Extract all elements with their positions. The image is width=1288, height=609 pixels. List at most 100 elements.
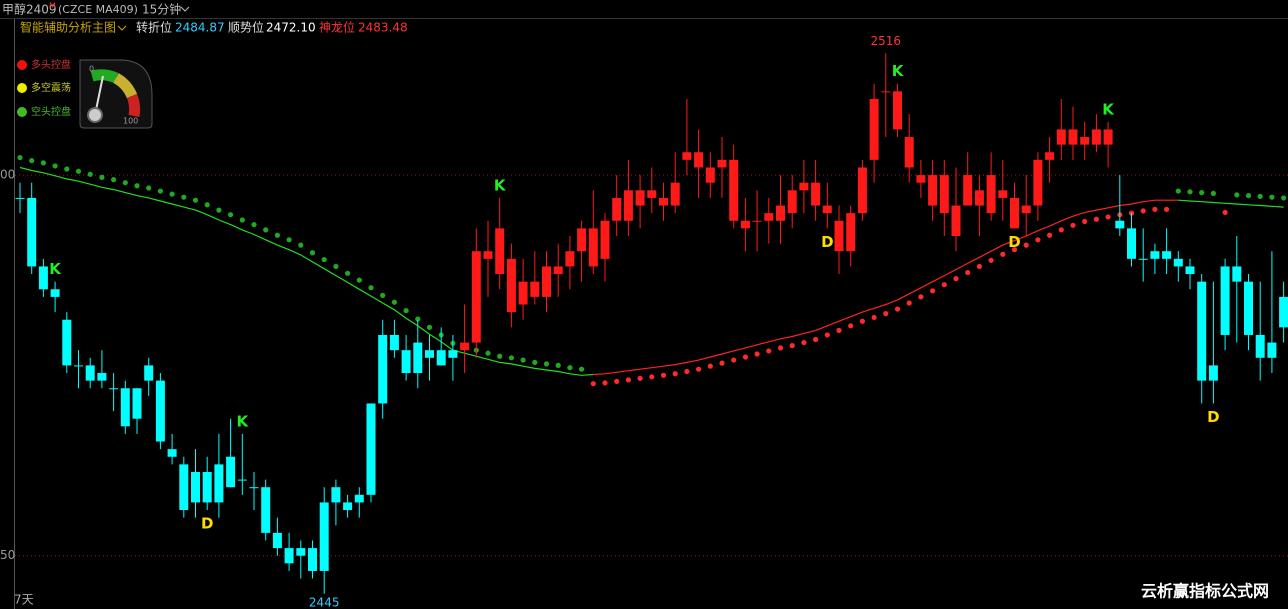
candle bbox=[670, 152, 680, 214]
candle-body bbox=[1091, 129, 1101, 145]
trend-dot bbox=[813, 336, 819, 343]
candle bbox=[202, 456, 212, 511]
candle bbox=[366, 403, 376, 503]
candle bbox=[354, 487, 364, 518]
candle bbox=[109, 373, 119, 412]
trend-dot bbox=[836, 327, 842, 333]
trend-dot bbox=[1058, 227, 1064, 233]
candle-body bbox=[694, 152, 704, 168]
candle bbox=[869, 83, 879, 183]
candle bbox=[1091, 114, 1101, 153]
annotation: K bbox=[236, 412, 249, 430]
candle-body bbox=[787, 190, 797, 214]
candle-body bbox=[144, 365, 154, 381]
item-value: 2483.48 bbox=[358, 21, 408, 35]
trend-dot bbox=[1082, 218, 1088, 225]
candle bbox=[974, 175, 984, 236]
candle bbox=[448, 334, 458, 381]
annotation: D bbox=[201, 515, 213, 533]
candle bbox=[518, 258, 528, 320]
candle bbox=[1033, 152, 1043, 221]
trend-dot bbox=[485, 350, 491, 356]
trend-dot bbox=[859, 318, 866, 324]
candle-body bbox=[214, 464, 224, 503]
gauge-yellow bbox=[113, 73, 138, 99]
trend-dot bbox=[497, 353, 503, 359]
candle bbox=[612, 175, 622, 236]
trend-dot bbox=[883, 311, 889, 317]
chevron bbox=[117, 25, 127, 31]
candle-body bbox=[378, 334, 388, 404]
candle-body bbox=[506, 258, 516, 313]
trend-dot bbox=[508, 355, 514, 361]
symbol[interactable]: 甲醇2409 bbox=[2, 2, 57, 17]
trend-dot bbox=[298, 242, 304, 248]
candle bbox=[717, 137, 727, 198]
candle bbox=[787, 175, 797, 229]
candle bbox=[460, 304, 470, 374]
candle-body bbox=[155, 380, 165, 442]
candle-body bbox=[284, 548, 294, 564]
candle-body bbox=[998, 190, 1008, 198]
candle bbox=[577, 220, 587, 282]
candle bbox=[939, 159, 949, 236]
trend-dot bbox=[1187, 189, 1193, 195]
candle-body bbox=[237, 479, 247, 481]
candle-body bbox=[729, 159, 739, 221]
candle bbox=[553, 243, 563, 297]
legend-dot bbox=[17, 83, 27, 93]
candle bbox=[15, 182, 25, 214]
candle bbox=[740, 197, 750, 252]
candle-body bbox=[1150, 251, 1160, 259]
trend-dot bbox=[1035, 237, 1041, 243]
candle-body bbox=[62, 319, 72, 366]
candle bbox=[1232, 235, 1242, 343]
candle bbox=[1255, 281, 1265, 381]
trend-dot bbox=[192, 197, 199, 203]
trend-dot bbox=[1070, 222, 1076, 228]
candle bbox=[97, 350, 107, 389]
trend-dot bbox=[696, 366, 702, 372]
trend-dot bbox=[637, 375, 643, 381]
candle-body bbox=[881, 91, 891, 93]
trend-dot bbox=[286, 237, 292, 243]
trend-dot bbox=[333, 263, 339, 270]
period[interactable]: 15分钟 bbox=[142, 2, 181, 17]
trend-dot bbox=[520, 357, 526, 363]
candle bbox=[191, 449, 200, 518]
candle bbox=[963, 152, 973, 206]
trend-dot bbox=[1093, 216, 1099, 222]
trend-dot bbox=[391, 299, 397, 305]
candle-body bbox=[986, 175, 996, 214]
gauge-red bbox=[126, 93, 141, 118]
trend-line bbox=[1178, 199, 1284, 208]
candle-body bbox=[191, 471, 200, 503]
trend-dot bbox=[1199, 189, 1205, 196]
candle bbox=[436, 327, 446, 366]
candle-body bbox=[460, 342, 470, 351]
gauge-hub bbox=[87, 107, 103, 123]
candle bbox=[530, 251, 540, 305]
candle-body bbox=[1033, 159, 1043, 206]
annotation: D bbox=[1008, 233, 1020, 251]
candle-body bbox=[1244, 281, 1253, 335]
trend-dot bbox=[1164, 206, 1170, 212]
legend-dot bbox=[17, 107, 27, 117]
legend-label: 多头控盘 bbox=[31, 58, 71, 71]
candle-body bbox=[974, 190, 984, 206]
candle bbox=[1267, 251, 1277, 374]
candle bbox=[1220, 258, 1230, 351]
trend-dot bbox=[204, 202, 210, 208]
candle-body bbox=[366, 403, 376, 495]
trend-dot bbox=[976, 263, 983, 270]
candle-body bbox=[471, 251, 481, 343]
candle-body bbox=[1197, 281, 1207, 381]
indicator-name[interactable]: 智能辅助分析主图 bbox=[20, 20, 116, 35]
trend-dot bbox=[930, 288, 936, 294]
candle bbox=[600, 213, 610, 282]
candle-body bbox=[354, 494, 364, 503]
candle bbox=[132, 388, 142, 434]
trend-dot bbox=[403, 307, 409, 314]
